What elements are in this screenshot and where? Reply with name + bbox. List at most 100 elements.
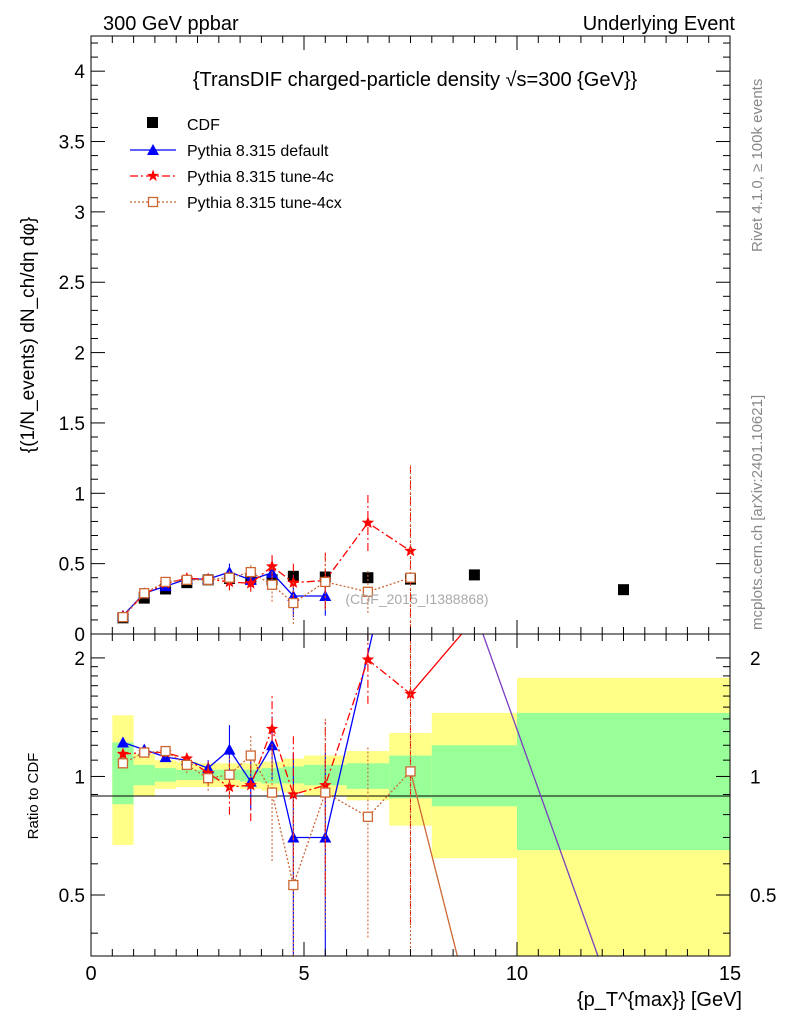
ratio-point-pythia-8-315-tune-4c — [287, 788, 300, 800]
ratio-point-pythia-8-315-tune-4cx — [181, 759, 193, 771]
watermark: (CDF_2015_I1388868) — [345, 591, 488, 607]
ratio-point-pythia-8-315-tune-4cx — [224, 769, 235, 780]
ratio-band-green — [154, 768, 177, 782]
main-point-pythia-8-315-tune-4cx — [181, 574, 193, 585]
ratio-point-pythia-8-315-tune-4c — [116, 747, 130, 760]
ratio-band-green — [517, 712, 730, 851]
ratio-point-pythia-8-315-default — [223, 743, 236, 755]
main-point-pythia-8-315-tune-4c — [287, 576, 300, 588]
main-panel: 0 0.5 1 1.5 2 2.5 3 3.5 4 {TransDIF charged-part… — [18, 35, 731, 646]
ratio-offscale-line — [482, 634, 599, 956]
ratio-point-pythia-8-315-tune-4cx — [405, 766, 416, 777]
legend-marker-default — [147, 144, 159, 155]
main-plot-marks — [116, 465, 629, 634]
ratio-point-pythia-8-315-tune-4cx — [160, 745, 171, 757]
legend-label-4c: Pythia 8.315 tune-4c — [187, 169, 334, 186]
ratio-point-pythia-8-315-tune-4c — [361, 653, 375, 665]
main-y-tick-label: 1.5 — [59, 414, 85, 435]
ratio-y-tick-label-right: 0.5 — [750, 886, 776, 907]
main-y-ticks: 0 0.5 1 1.5 2 2.5 3 3.5 4 — [59, 36, 731, 646]
main-title: {TransDIF charged-particle density √s=30… — [193, 69, 638, 91]
main-point-pythia-8-315-tune-4cx — [266, 579, 278, 590]
main-point-pythia-8-315-tune-4cx — [202, 574, 214, 585]
main-y-label: {(1/N_events) dN_ch/dη dφ} — [18, 217, 39, 453]
legend-label-default: Pythia 8.315 default — [187, 143, 329, 160]
ratio-bands — [112, 677, 730, 956]
ratio-y-tick-label-right: 1 — [750, 767, 761, 788]
main-point-pythia-8-315-tune-4c — [404, 544, 417, 557]
ratio-y-tick-label-right: 2 — [750, 649, 761, 670]
main-point-pythia-8-315-tune-4c — [361, 516, 375, 529]
main-y-tick-label: 3.5 — [59, 133, 85, 154]
main-point-pythia-8-315-tune-4cx — [160, 576, 171, 588]
ratio-point-pythia-8-315-tune-4cx — [288, 879, 299, 891]
ratio-panel: 0.5 0.5 1 1 2 2 0 5 10 15 Ratio to CDF {p_T^{max}… — [25, 633, 776, 1011]
main-point-pythia-8-315-tune-4cx — [224, 572, 235, 583]
main-point-pythia-8-315-tune-4cx — [288, 597, 299, 609]
main-point-pythia-8-315-tune-4c — [265, 560, 279, 572]
main-point-cdf — [362, 572, 374, 584]
ratio-y-tick-label-left: 2 — [74, 649, 85, 670]
x-axis-label: {p_T^{max}} [GeV] — [577, 989, 742, 1011]
main-y-tick-label: 3 — [74, 203, 85, 224]
main-point-pythia-8-315-tune-4cx — [405, 572, 416, 583]
ratio-band-green — [112, 742, 134, 805]
main-point-pythia-8-315-tune-4cx — [245, 566, 256, 578]
main-y-tick-label: 0.5 — [59, 555, 85, 576]
ratio-offscale-line — [410, 634, 463, 695]
ratio-point-pythia-8-315-tune-4c — [265, 722, 279, 735]
main-point-pythia-8-315-tune-4cx — [139, 588, 150, 599]
header-left: 300 GeV ppbar — [103, 13, 239, 35]
ratio-frame — [90, 633, 731, 957]
legend-marker-cdf — [147, 117, 158, 128]
x-tick-label: 0 — [85, 963, 96, 985]
ratio-band-green — [431, 745, 517, 807]
ratio-plot-marks — [116, 634, 599, 956]
ratio-clipped-group — [116, 634, 599, 956]
ratio-point-pythia-8-315-tune-4c — [404, 687, 417, 700]
ratio-y-tick-label-left: 1 — [74, 767, 85, 788]
legend: CDF Pythia 8.315 default ★ Pythia 8.315 … — [130, 117, 342, 212]
ratio-point-pythia-8-315-tune-4cx — [202, 773, 214, 784]
main-point-pythia-8-315-tune-4cx — [362, 586, 374, 597]
header-right: Underlying Event — [583, 13, 736, 35]
main-point-cdf — [468, 569, 480, 581]
ratio-offscale-line — [409, 771, 458, 956]
main-point-pythia-8-315-tune-4cx — [117, 611, 129, 623]
legend-label-4cx: Pythia 8.315 tune-4cx — [187, 195, 342, 212]
ratio-point-pythia-8-315-tune-4c — [202, 766, 215, 779]
ratio-band-green — [176, 769, 198, 780]
ratio-point-pythia-8-315-tune-4cx — [139, 747, 150, 758]
x-tick-label: 10 — [506, 963, 528, 985]
ratio-y-tick-label-left: 0.5 — [59, 886, 85, 907]
main-y-tick-label: 1 — [74, 484, 85, 505]
rivet-label: Rivet 4.1.0, ≥ 100k events — [749, 79, 766, 252]
main-y-tick-label: 2 — [74, 344, 85, 365]
ratio-point-pythia-8-315-tune-4cx — [245, 750, 256, 761]
ratio-line-pythia-8-315-default — [122, 741, 326, 839]
x-tick-label: 15 — [719, 963, 741, 985]
main-point-pythia-8-315-default — [319, 590, 332, 602]
main-point-pythia-8-315-tune-4c — [244, 576, 257, 589]
mcplots-label: mcplots.cern.ch [arXiv:2401.10621] — [749, 395, 766, 630]
legend-label-cdf: CDF — [187, 117, 220, 134]
ratio-point-pythia-8-315-tune-4cx — [362, 811, 374, 822]
ratio-point-pythia-8-315-tune-4cx — [117, 758, 129, 769]
ratio-point-pythia-8-315-tune-4c — [244, 778, 257, 791]
x-tick-label: 5 — [298, 963, 309, 985]
main-y-tick-label: 0 — [74, 625, 85, 646]
ratio-point-pythia-8-315-default — [116, 736, 129, 748]
main-point-cdf — [618, 584, 629, 596]
main-line-pythia-8-315-default — [122, 571, 326, 617]
main-point-pythia-8-315-tune-4cx — [320, 576, 331, 588]
legend-marker-4c: ★ — [146, 168, 160, 185]
ratio-point-pythia-8-315-tune-4c — [180, 752, 193, 764]
main-y-tick-label: 2.5 — [59, 273, 85, 294]
ratio-point-pythia-8-315-tune-4cx — [320, 787, 331, 798]
ratio-point-pythia-8-315-default — [319, 831, 332, 843]
main-y-tick-label: 4 — [74, 62, 85, 83]
ratio-band-green — [133, 764, 155, 786]
legend-marker-4cx — [147, 196, 159, 208]
ratio-ticks: 0.5 0.5 1 1 2 2 0 5 10 15 — [59, 634, 776, 985]
